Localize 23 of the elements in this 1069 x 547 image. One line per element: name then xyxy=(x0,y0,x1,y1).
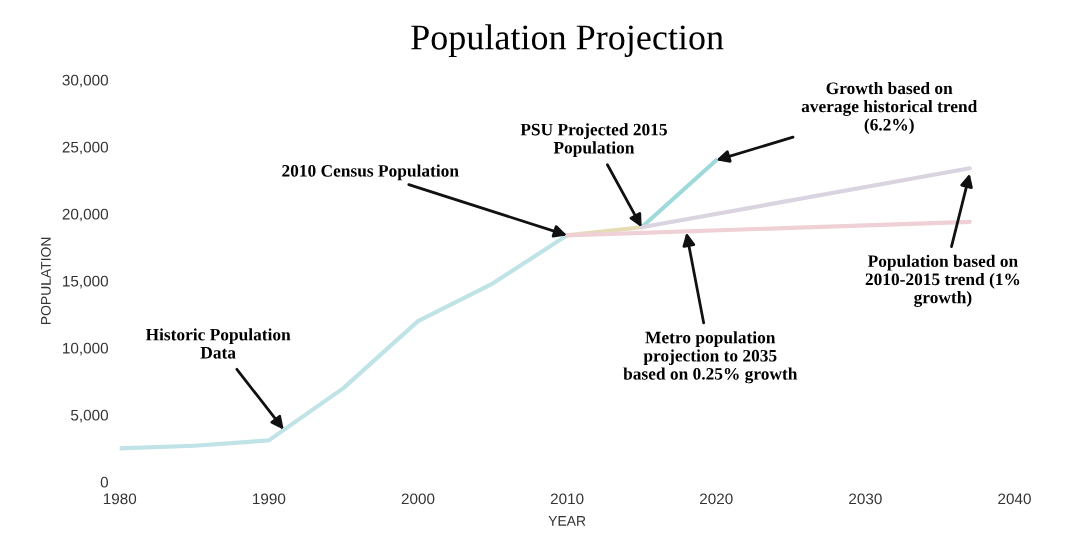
annotation: Historic Population Data xyxy=(145,328,291,359)
chart-title: Population Projection xyxy=(411,24,724,57)
y-tick-label: 30,000 xyxy=(62,74,109,88)
y-tick-label: 0 xyxy=(100,476,109,488)
y-tick-label: 10,000 xyxy=(63,342,109,356)
x-tick-label: 2010 xyxy=(550,493,584,505)
annotation: Population based on 2010-2015 trend (1% growth) xyxy=(865,254,1020,307)
y-tick-label: 25,000 xyxy=(62,141,109,155)
x-tick-label: 2030 xyxy=(849,493,882,505)
x-tick-label: 2000 xyxy=(401,493,435,505)
y-tick-label: 15,000 xyxy=(63,275,109,289)
x-tick-label: 1990 xyxy=(253,493,286,505)
x-tick-label: 2020 xyxy=(700,493,733,505)
annotation: 2010 Census Population xyxy=(282,164,459,181)
annotation: Growth based on average historical trend (6.2%) xyxy=(801,81,978,135)
y-tick-label: 20,000 xyxy=(62,208,109,222)
y-tick-label: 5,000 xyxy=(71,409,109,423)
y-axis-title: POPULATION xyxy=(40,237,51,324)
annotation: Metro population projection to 2035 based on 0.25% growth xyxy=(623,331,798,384)
x-axis-title: YEAR xyxy=(548,516,586,526)
annotation: PSU Projected 2015 Population xyxy=(520,123,667,158)
x-tick-label: 2040 xyxy=(998,493,1031,505)
x-tick-label: 1980 xyxy=(103,493,137,505)
